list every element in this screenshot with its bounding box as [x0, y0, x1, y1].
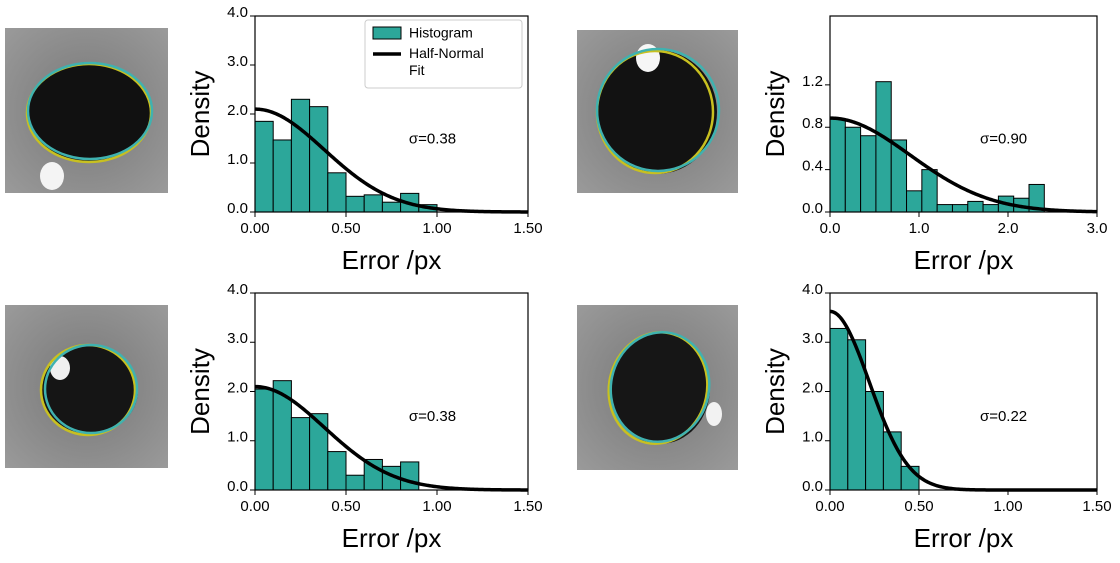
y-tick-label: 0.0: [802, 478, 823, 495]
y-tick-label: 3.0: [227, 330, 248, 347]
x-tick-label: 0.00: [240, 220, 269, 237]
y-tick-label: 4.0: [802, 281, 823, 298]
histogram-bar: [290, 98, 311, 213]
histogram-bar: [865, 391, 884, 491]
eye-image: [5, 305, 168, 468]
y-axis-label: Density: [760, 71, 790, 158]
eye-image: [577, 305, 738, 470]
legend-label: Half-Normal Fit: [409, 45, 484, 78]
annotation: σ=0.38: [409, 130, 456, 147]
y-tick-label: 2.0: [227, 102, 248, 119]
histogram-bar: [951, 204, 969, 213]
histogram-bar: [936, 204, 953, 213]
histogram-bar: [906, 190, 923, 213]
fit-curve: [829, 116, 1098, 214]
y-tick-label: 0.0: [227, 200, 248, 217]
x-axis-label: Error /px: [342, 245, 442, 275]
chart: 0.00 0.50 1.00 1.50 0.0 1.0 2.0 3.0 4.0 Error /px…: [185, 4, 543, 275]
y-axis-label: Density: [185, 348, 215, 435]
x-tick-label: 0.00: [240, 498, 269, 515]
x-tick-label: 0.50: [331, 498, 360, 515]
x-axis-label: Error /px: [914, 245, 1014, 275]
histogram-bar: [921, 169, 938, 213]
histogram-bar: [363, 194, 383, 213]
y-tick-label: 1.0: [802, 429, 823, 446]
histogram-bar: [309, 413, 329, 491]
x-tick-label: 1.00: [422, 220, 451, 237]
histogram-bar: [967, 200, 984, 213]
histogram-bar: [381, 201, 402, 213]
y-axis-label: Density: [760, 348, 790, 435]
chart: 0.00 0.50 1.00 1.50 0.0 1.0 2.0 3.0 4.0 Error /px…: [185, 281, 543, 553]
y-tick-label: 0.0: [802, 200, 823, 217]
y-axis-label: Density: [185, 71, 215, 158]
y-tick-label: 1.0: [227, 429, 248, 446]
chart: 0.0 1.0 2.0 3.0 0.0 0.4 0.8 1.2 Error /px Density…: [760, 15, 1108, 275]
y-tick-label: 3.0: [802, 330, 823, 347]
x-tick-label: 2.0: [998, 220, 1019, 237]
histogram-bar: [345, 195, 365, 213]
x-tick-label: 1.50: [513, 220, 542, 237]
x-tick-label: 0.00: [815, 498, 844, 515]
annotation: σ=0.38: [409, 408, 456, 425]
histogram-bar: [829, 118, 846, 213]
x-tick-label: 1.0: [909, 220, 930, 237]
eye-image: [5, 28, 168, 193]
histogram-bar: [254, 120, 274, 213]
histogram-bar: [860, 135, 877, 213]
x-tick-label: 1.00: [993, 498, 1022, 515]
y-tick-label: 0.4: [802, 158, 823, 175]
histogram-bar: [327, 451, 347, 491]
histogram-bar: [254, 388, 274, 491]
histogram-bar: [309, 106, 329, 213]
histogram-bar: [400, 461, 420, 491]
axes-frame: [829, 15, 1098, 213]
x-tick-label: 1.50: [513, 498, 542, 515]
x-axis-label: Error /px: [342, 523, 442, 553]
y-tick-label: 0.8: [802, 115, 823, 132]
legend-swatch: [372, 26, 402, 40]
x-tick-label: 0.50: [904, 498, 933, 515]
y-tick-label: 4.0: [227, 281, 248, 298]
y-tick-label: 1.0: [227, 151, 248, 168]
y-tick-label: 2.0: [802, 379, 823, 396]
x-tick-label: 1.50: [1082, 498, 1111, 515]
histogram-bar: [982, 204, 999, 213]
x-tick-label: 0.0: [820, 220, 841, 237]
legend-box: [364, 19, 523, 89]
chart: 0.00 0.50 1.00 1.50 0.0 1.0 2.0 3.0 4.0 Error /px…: [760, 281, 1112, 553]
histogram-bar: [327, 172, 347, 213]
histogram-bar: [272, 139, 292, 213]
histogram-bar: [829, 327, 849, 491]
x-tick-label: 0.50: [331, 220, 360, 237]
y-tick-label: 2.0: [227, 379, 248, 396]
legend-label: Histogram: [409, 25, 473, 41]
x-tick-label: 1.00: [422, 498, 451, 515]
annotation: σ=0.90: [980, 130, 1027, 147]
eye-image: [577, 30, 738, 193]
x-tick-label: 3.0: [1087, 220, 1108, 237]
histogram-bar: [345, 474, 365, 491]
histogram-bar: [844, 126, 862, 213]
y-tick-label: 1.2: [802, 73, 823, 90]
y-tick-label: 3.0: [227, 53, 248, 70]
histogram-bar: [290, 417, 311, 491]
annotation: σ=0.22: [980, 408, 1027, 425]
histogram-bar: [875, 81, 892, 213]
y-tick-label: 0.0: [227, 478, 248, 495]
x-axis-label: Error /px: [914, 523, 1014, 553]
y-tick-label: 4.0: [227, 4, 248, 21]
